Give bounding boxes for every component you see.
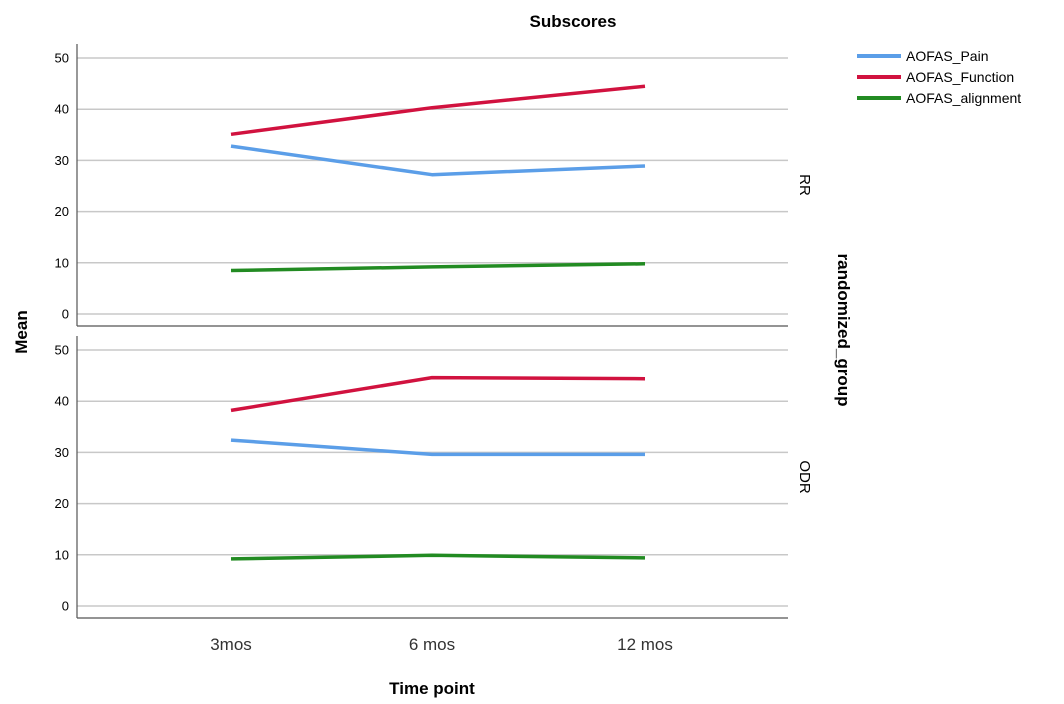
y-tick-label: 20 — [55, 496, 69, 511]
y-tick-label: 50 — [55, 51, 69, 66]
legend-label: AOFAS_alignment — [906, 90, 1021, 106]
legend-item: AOFAS_alignment — [857, 90, 1021, 106]
y-tick-label: 40 — [55, 394, 69, 409]
series-line-aofas-function — [230, 375, 646, 413]
series-line-aofas-alignment — [230, 553, 646, 561]
y-tick-label: 40 — [55, 102, 69, 117]
legend-label: AOFAS_Function — [906, 69, 1014, 85]
chart-title: Subscores — [530, 12, 617, 31]
y-tick-label: 10 — [55, 255, 69, 270]
x-tick-label: 3mos — [210, 635, 252, 654]
y-tick-label: 0 — [62, 599, 69, 614]
panel-odr: 0 10 20 30 40 50 ODR — [55, 336, 813, 619]
panel-label: RR — [796, 174, 813, 196]
panels: 0 10 20 30 40 50 RR 0 10 20 30 40 50 ODR — [55, 44, 813, 619]
legend: AOFAS_Pain AOFAS_Function AOFAS_alignment — [857, 48, 1021, 106]
legend-item: AOFAS_Pain — [857, 48, 989, 64]
x-tick-labels: 3mos 6 mos 12 mos — [210, 635, 673, 654]
x-tick-label: 12 mos — [617, 635, 673, 654]
series-line-aofas-pain — [230, 144, 646, 177]
y-tick-label: 0 — [62, 307, 69, 322]
panel-rr: 0 10 20 30 40 50 RR — [55, 44, 813, 327]
series-line-aofas-function — [230, 84, 646, 137]
panel-label: ODR — [796, 460, 813, 494]
series-line-aofas-alignment — [230, 262, 646, 273]
series-line-aofas-pain — [230, 438, 645, 457]
y-axis-title: Mean — [12, 310, 31, 353]
legend-item: AOFAS_Function — [857, 69, 1014, 85]
y-tick-label: 30 — [55, 153, 69, 168]
y-tick-label: 20 — [55, 204, 69, 219]
y-tick-label: 30 — [55, 445, 69, 460]
y-tick-label: 50 — [55, 343, 69, 358]
legend-label: AOFAS_Pain — [906, 48, 989, 64]
y-tick-label: 10 — [55, 547, 69, 562]
x-axis-title: Time point — [389, 679, 475, 698]
panel-axis-title: randomized_group — [834, 253, 853, 406]
x-tick-label: 6 mos — [409, 635, 455, 654]
